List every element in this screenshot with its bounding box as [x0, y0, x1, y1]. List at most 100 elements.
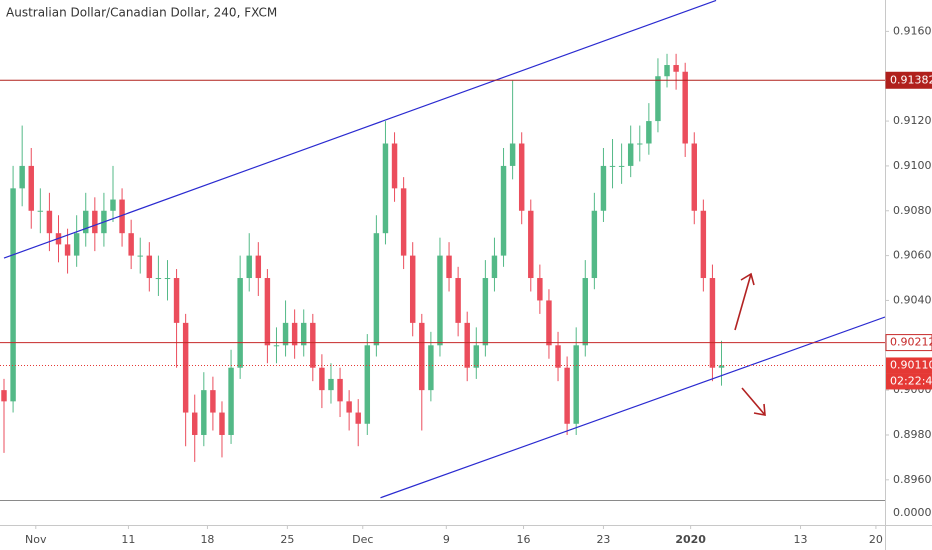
candle-body	[37, 210, 44, 212]
candle-body	[255, 255, 262, 279]
x-tick-label: 23	[596, 533, 610, 546]
candle-body	[273, 345, 280, 347]
x-tick-label: 9	[443, 533, 450, 546]
candle-body	[110, 199, 116, 211]
candle-body	[210, 390, 216, 413]
candle-body	[119, 199, 125, 234]
candle-body	[500, 165, 507, 256]
level-label-box	[885, 71, 932, 89]
candle-body	[300, 322, 307, 346]
price-label: 0.90110	[890, 358, 932, 371]
countdown-box	[886, 373, 932, 390]
candle-body	[682, 71, 688, 144]
level-label: 0.91382	[890, 73, 932, 86]
price-label-box	[886, 357, 932, 374]
candle-body	[391, 143, 398, 189]
candle-body	[64, 244, 71, 256]
candle-body	[491, 255, 498, 279]
candle-body	[155, 278, 162, 280]
candle-body	[264, 278, 271, 346]
candle-body	[618, 165, 625, 167]
arrow-up-head	[740, 272, 755, 286]
chart-title: Australian Dollar/Canadian Dollar, 240, …	[6, 6, 277, 20]
level-label-box	[885, 334, 932, 352]
candle-body	[355, 412, 361, 424]
candle-body	[73, 233, 80, 256]
arrow-down-head	[753, 403, 766, 416]
annotation-arrows	[734, 272, 766, 416]
x-tick-label: 25	[280, 533, 294, 546]
candle-body	[19, 165, 25, 189]
candle-body	[473, 345, 480, 368]
candle-body	[337, 378, 343, 402]
candle-body	[173, 278, 180, 323]
x-tick-label: 2020	[675, 533, 706, 546]
candle-body	[46, 210, 53, 234]
x-tick-label: 20	[869, 533, 883, 546]
candle-body	[83, 210, 89, 234]
candle-body	[700, 210, 707, 279]
candle-body	[627, 143, 634, 166]
candle-body	[455, 278, 461, 323]
candle-body	[409, 255, 416, 323]
candle-body	[219, 412, 225, 435]
candle-body	[528, 210, 534, 279]
candle-body	[291, 322, 298, 346]
candle-body	[564, 367, 570, 424]
x-tick-label: 16	[517, 533, 531, 546]
candle-body	[428, 345, 434, 391]
candle-body	[600, 165, 607, 211]
candle-body	[464, 322, 470, 368]
candle-body	[246, 255, 252, 279]
candle-body	[546, 300, 552, 346]
candle-body	[637, 143, 643, 145]
candle-body	[382, 143, 389, 234]
candle-body	[201, 390, 207, 435]
candle-body	[437, 255, 443, 346]
candle-body	[646, 121, 652, 144]
candle-body	[373, 233, 380, 346]
candle-body	[419, 322, 425, 391]
candle-body	[328, 378, 334, 391]
candle-body	[400, 188, 407, 256]
candle-body	[146, 255, 153, 279]
x-tick-label: 13	[794, 533, 808, 546]
candle-body	[509, 143, 516, 166]
level-label: 0.90212	[890, 336, 932, 349]
candle-body	[609, 165, 616, 167]
candle-body	[573, 345, 579, 424]
candle-body	[518, 143, 525, 211]
x-tick-label: Nov	[25, 533, 47, 546]
candle-body	[10, 188, 16, 402]
candle-body	[237, 278, 243, 368]
candle-body	[92, 210, 98, 234]
x-tick-label: 11	[121, 533, 135, 546]
candle-body	[591, 210, 598, 279]
candle-body	[537, 278, 543, 301]
candle-body	[482, 278, 489, 346]
candle-body	[128, 233, 134, 256]
x-tick-label: 18	[200, 533, 214, 546]
candle-body	[228, 367, 234, 435]
candle-body	[310, 322, 316, 368]
candle-body	[673, 65, 679, 72]
y-tick-label: 0.91600	[893, 24, 932, 37]
candle-body	[346, 401, 352, 413]
candle-body	[164, 278, 171, 280]
candle-body	[718, 365, 725, 368]
candle-body	[709, 278, 716, 368]
trendline	[380, 316, 885, 499]
candle-body	[28, 165, 34, 211]
candle-body	[446, 255, 452, 279]
candle-body	[137, 255, 143, 257]
candle-body	[192, 412, 198, 435]
arrow-up	[734, 273, 752, 331]
plot-area	[1, 0, 885, 499]
candle-body	[364, 345, 371, 424]
